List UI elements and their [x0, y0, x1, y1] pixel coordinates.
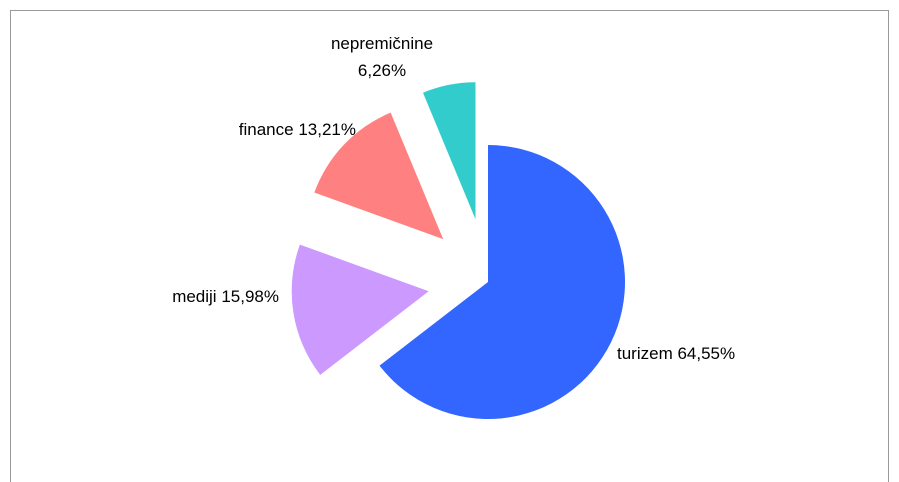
slice-label: nepremičnine 6,26% — [331, 34, 433, 80]
slice-label: mediji 15,98% — [172, 287, 279, 306]
pie-slice — [291, 244, 429, 375]
slice-label: finance 13,21% — [239, 120, 356, 139]
category-label: nepremičnine — [331, 34, 433, 53]
pie-slice — [314, 112, 444, 240]
category-label: mediji — [172, 287, 216, 306]
pie-slice — [379, 145, 625, 419]
category-label: turizem — [617, 344, 673, 363]
pie-slice — [422, 82, 476, 220]
value-label: 13,21% — [298, 120, 356, 139]
value-label: 6,26% — [358, 61, 406, 80]
slice-label: turizem 64,55% — [617, 344, 735, 363]
value-label: 64,55% — [677, 344, 735, 363]
value-label: 15,98% — [221, 287, 279, 306]
category-label: finance — [239, 120, 294, 139]
